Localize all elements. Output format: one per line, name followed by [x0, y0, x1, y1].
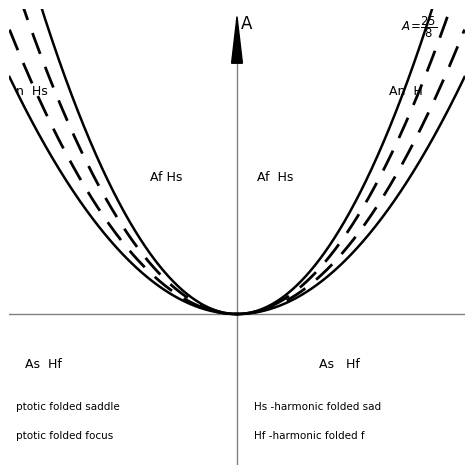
Text: $A\!=\!\dfrac{25}{8}$: $A\!=\!\dfrac{25}{8}$ — [401, 14, 437, 40]
Text: An  H: An H — [389, 85, 422, 99]
Text: ptotic folded focus: ptotic folded focus — [16, 431, 113, 441]
Text: As  Hf: As Hf — [25, 358, 62, 371]
Text: Af  Hs: Af Hs — [256, 172, 293, 184]
Text: A: A — [241, 15, 252, 33]
Text: ptotic folded saddle: ptotic folded saddle — [16, 402, 120, 412]
Text: As   Hf: As Hf — [319, 358, 360, 371]
Text: Hf -harmonic folded f: Hf -harmonic folded f — [255, 431, 365, 441]
Polygon shape — [232, 17, 242, 63]
Text: Af Hs: Af Hs — [150, 172, 182, 184]
Text: n  Hs: n Hs — [16, 85, 48, 99]
Text: Hs -harmonic folded sad: Hs -harmonic folded sad — [255, 402, 382, 412]
